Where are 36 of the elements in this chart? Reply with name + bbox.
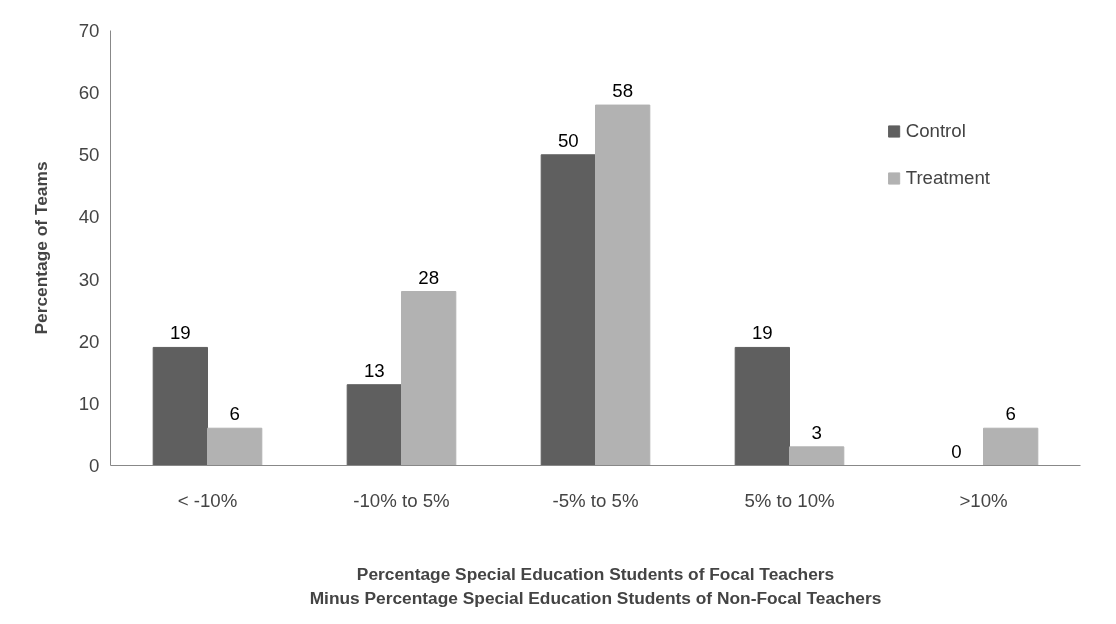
y-tick-label: 0 [89,455,100,476]
data-label: 6 [229,403,240,425]
x-tick-label: -10% to 5% [353,489,450,511]
data-label: 0 [951,440,962,462]
data-label: 19 [169,322,191,344]
x-tick-label: -5% to 5% [552,489,639,511]
y-tick-label: 30 [78,268,100,290]
y-axis-title: Percentage of Teams [30,161,51,335]
data-label: 3 [811,421,822,443]
bar [540,154,596,466]
data-label: 13 [363,359,385,381]
x-tick-label: 5% to 10% [744,489,835,511]
x-tick-label: >10% [959,489,1008,511]
y-tick-label: 50 [78,144,100,166]
bar [207,427,263,466]
y-tick-label: 60 [78,82,100,104]
x-axis-title: Percentage Special Education Students of Focal Teachers Minus Percentage Special Education Students of Non-Focal Teachers [309,563,882,608]
bar [734,346,790,466]
bar [789,446,845,466]
x-tick-label: < -10% [177,489,238,511]
y-tick-label: 10 [78,392,100,414]
bar [346,384,402,466]
y-tick-label: 20 [78,330,100,352]
legend-label: Control [905,120,966,142]
legend-label: Treatment [905,167,990,189]
data-label: 50 [557,129,579,151]
y-tick-label: 70 [78,20,100,41]
data-label: 28 [418,266,440,288]
bar [401,291,457,466]
bar [983,427,1039,466]
y-tick-label: 40 [78,206,100,228]
bar [152,346,208,466]
data-label: 58 [612,80,634,102]
data-label: 19 [751,322,773,344]
data-label: 6 [1005,403,1016,425]
bar [595,104,651,466]
